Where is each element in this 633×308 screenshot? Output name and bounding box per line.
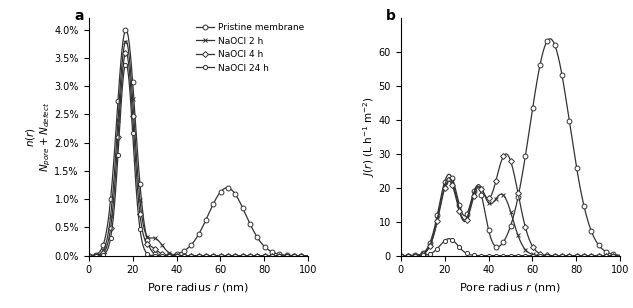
NaOCl 24 h: [215, 254, 222, 257]
Pristine membrane: [122, 28, 130, 32]
Text: a: a: [75, 9, 84, 23]
NaOCl 4 h: [215, 254, 222, 257]
Legend: Pristine membrane, NaOCl 2 h, NaOCl 4 h, NaOCl 24 h: Pristine membrane, NaOCl 2 h, NaOCl 4 h,…: [194, 21, 306, 74]
Pristine membrane: [232, 193, 239, 197]
NaOCl 2 h: [304, 254, 312, 257]
Y-axis label: $n(r)$
$N_{pore}+N_{defect}$: $n(r)$ $N_{pore}+N_{defect}$: [23, 102, 53, 172]
Line: NaOCl 4 h: NaOCl 4 h: [87, 50, 310, 258]
NaOCl 4 h: [185, 254, 192, 257]
Pristine membrane: [142, 229, 149, 233]
NaOCl 2 h: [251, 254, 258, 257]
NaOCl 2 h: [215, 254, 222, 257]
NaOCl 24 h: [122, 62, 130, 66]
NaOCl 4 h: [304, 254, 312, 257]
Pristine membrane: [215, 193, 222, 197]
X-axis label: Pore radius $r$ (nm): Pore radius $r$ (nm): [460, 281, 561, 294]
NaOCl 2 h: [124, 45, 132, 48]
Line: Pristine membrane: Pristine membrane: [86, 27, 311, 258]
Pristine membrane: [185, 246, 192, 249]
Text: b: b: [386, 9, 396, 23]
NaOCl 24 h: [142, 250, 149, 253]
NaOCl 24 h: [85, 254, 92, 257]
Pristine membrane: [85, 254, 92, 257]
NaOCl 24 h: [232, 254, 239, 257]
NaOCl 24 h: [251, 254, 258, 257]
NaOCl 4 h: [124, 57, 132, 60]
Pristine membrane: [124, 33, 132, 36]
NaOCl 24 h: [304, 254, 312, 257]
NaOCl 4 h: [142, 239, 149, 243]
NaOCl 2 h: [185, 254, 192, 257]
NaOCl 4 h: [85, 254, 92, 257]
NaOCl 4 h: [232, 254, 239, 257]
NaOCl 4 h: [122, 51, 130, 54]
Line: NaOCl 24 h: NaOCl 24 h: [87, 62, 310, 258]
NaOCl 24 h: [185, 254, 192, 257]
Pristine membrane: [251, 231, 258, 234]
X-axis label: Pore radius $r$ (nm): Pore radius $r$ (nm): [147, 281, 249, 294]
NaOCl 4 h: [251, 254, 258, 257]
Pristine membrane: [304, 254, 312, 257]
NaOCl 2 h: [232, 254, 239, 257]
NaOCl 2 h: [142, 231, 149, 235]
Y-axis label: $J(r)$ (L h$^{-1}$ m$^{-2}$): $J(r)$ (L h$^{-1}$ m$^{-2}$): [361, 97, 377, 177]
NaOCl 24 h: [124, 69, 132, 72]
NaOCl 2 h: [85, 254, 92, 257]
Line: NaOCl 2 h: NaOCl 2 h: [86, 38, 311, 258]
NaOCl 2 h: [122, 39, 130, 43]
